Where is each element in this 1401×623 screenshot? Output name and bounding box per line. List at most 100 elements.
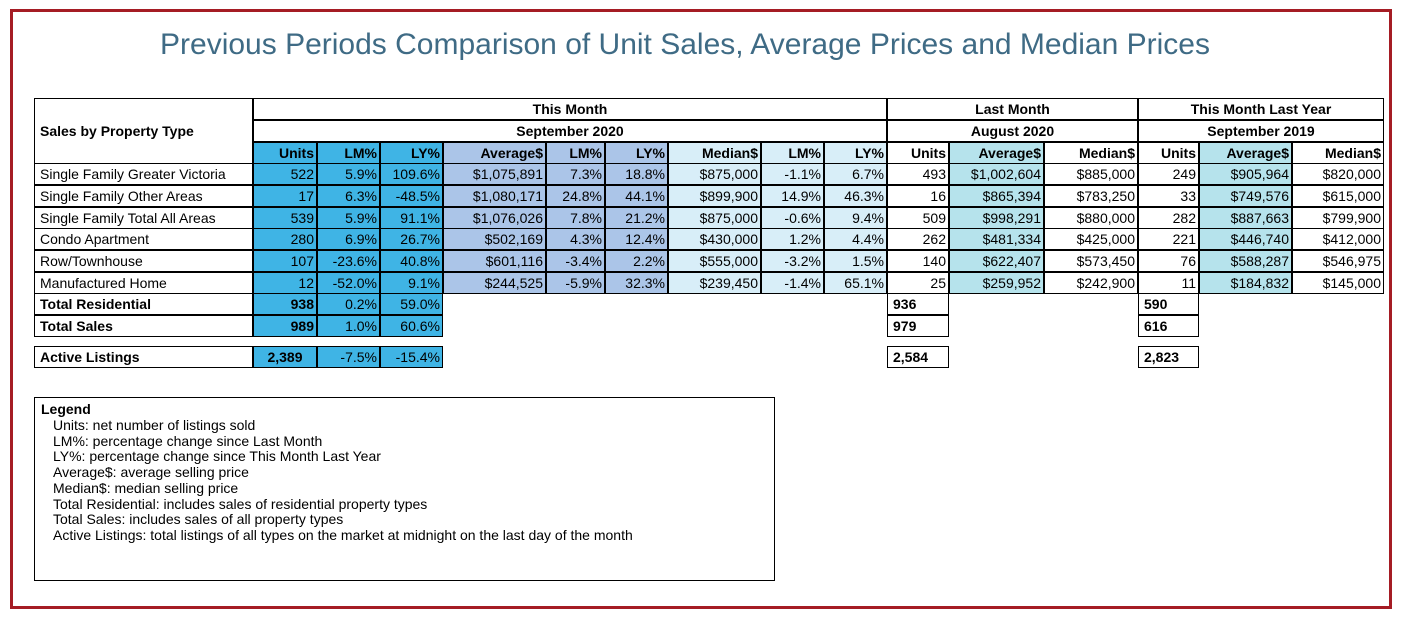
active-ly: -15.4% bbox=[380, 346, 443, 368]
table-cell: $430,000 bbox=[668, 228, 761, 250]
table-cell: -1.1% bbox=[761, 163, 824, 185]
legend-line: Units: net number of listings sold bbox=[53, 417, 256, 433]
this-month-header: This Month bbox=[253, 98, 887, 120]
table-cell: 26.7% bbox=[380, 228, 443, 250]
last-month-period: August 2020 bbox=[887, 120, 1138, 142]
total-ly: 60.6% bbox=[380, 315, 443, 337]
total-lm: 0.2% bbox=[317, 293, 380, 315]
column-header: Units bbox=[1138, 142, 1199, 164]
table-cell: 140 bbox=[887, 250, 949, 272]
row-label: Condo Apartment bbox=[34, 228, 253, 250]
table-cell: 21.2% bbox=[605, 207, 668, 229]
table-cell: $1,002,604 bbox=[949, 163, 1044, 185]
column-header: Average$ bbox=[443, 142, 546, 164]
legend-title: Legend bbox=[41, 401, 91, 417]
table-cell: $1,076,026 bbox=[443, 207, 546, 229]
table-cell: $244,525 bbox=[443, 272, 546, 294]
table-cell: -0.6% bbox=[761, 207, 824, 229]
column-header: Median$ bbox=[1292, 142, 1384, 164]
total-last-month-units: 936 bbox=[887, 293, 949, 315]
column-header: Median$ bbox=[668, 142, 761, 164]
table-cell: $899,900 bbox=[668, 185, 761, 207]
total-ly: 59.0% bbox=[380, 293, 443, 315]
row-label-header: Sales by Property Type bbox=[34, 98, 253, 164]
legend-box: Legend Units: net number of listings sol… bbox=[34, 397, 775, 581]
table-cell: 493 bbox=[887, 163, 949, 185]
column-header: LM% bbox=[546, 142, 605, 164]
table-cell: $875,000 bbox=[668, 207, 761, 229]
table-cell: $615,000 bbox=[1292, 185, 1384, 207]
table-cell: 6.9% bbox=[317, 228, 380, 250]
table-cell: 5.9% bbox=[317, 163, 380, 185]
table-cell: 91.1% bbox=[380, 207, 443, 229]
column-header: Average$ bbox=[949, 142, 1044, 164]
table-cell: 509 bbox=[887, 207, 949, 229]
table-cell: $820,000 bbox=[1292, 163, 1384, 185]
legend-line: Median$: median selling price bbox=[53, 479, 239, 496]
total-label: Total Residential bbox=[34, 293, 253, 315]
table-cell: $502,169 bbox=[443, 228, 546, 250]
last-year-header: This Month Last Year bbox=[1138, 98, 1384, 120]
total-label: Total Sales bbox=[34, 315, 253, 337]
legend-line: Total Residential: includes sales of res… bbox=[53, 495, 428, 512]
table-cell: -52.0% bbox=[317, 272, 380, 294]
column-header: Average$ bbox=[1199, 142, 1292, 164]
row-label: Single Family Greater Victoria bbox=[34, 163, 253, 185]
table-cell: 6.3% bbox=[317, 185, 380, 207]
table-cell: 16 bbox=[887, 185, 949, 207]
table-cell: $242,900 bbox=[1044, 272, 1138, 294]
column-header: Median$ bbox=[1044, 142, 1138, 164]
table-cell: 18.8% bbox=[605, 163, 668, 185]
table-cell: 32.3% bbox=[605, 272, 668, 294]
table-cell: 5.9% bbox=[317, 207, 380, 229]
table-cell: 282 bbox=[1138, 207, 1199, 229]
table-cell: $259,952 bbox=[949, 272, 1044, 294]
table-cell: $546,975 bbox=[1292, 250, 1384, 272]
report-frame bbox=[10, 9, 1392, 609]
total-last-year-units: 590 bbox=[1138, 293, 1199, 315]
table-cell: 109.6% bbox=[380, 163, 443, 185]
active-units: 2,389 bbox=[253, 346, 317, 368]
table-cell: $875,000 bbox=[668, 163, 761, 185]
table-cell: -1.4% bbox=[761, 272, 824, 294]
column-header: Units bbox=[887, 142, 949, 164]
legend-line: LM%: percentage change since Last Month bbox=[53, 432, 323, 449]
active-last-month-units: 2,584 bbox=[887, 346, 949, 368]
table-cell: 9.1% bbox=[380, 272, 443, 294]
table-cell: 4.3% bbox=[546, 228, 605, 250]
table-cell: 25 bbox=[887, 272, 949, 294]
legend-line: LY%: percentage change since This Month … bbox=[53, 448, 381, 465]
table-cell: -23.6% bbox=[317, 250, 380, 272]
total-lm: 1.0% bbox=[317, 315, 380, 337]
active-last-year-units: 2,823 bbox=[1138, 346, 1199, 368]
row-label: Row/Townhouse bbox=[34, 250, 253, 272]
last-month-header: Last Month bbox=[887, 98, 1138, 120]
table-cell: $425,000 bbox=[1044, 228, 1138, 250]
table-cell: 11 bbox=[1138, 272, 1199, 294]
table-cell: 7.3% bbox=[546, 163, 605, 185]
table-cell: 46.3% bbox=[824, 185, 887, 207]
table-cell: $1,075,891 bbox=[443, 163, 546, 185]
table-cell: $555,000 bbox=[668, 250, 761, 272]
table-cell: $1,080,171 bbox=[443, 185, 546, 207]
table-cell: $145,000 bbox=[1292, 272, 1384, 294]
table-cell: -48.5% bbox=[380, 185, 443, 207]
table-cell: 76 bbox=[1138, 250, 1199, 272]
column-header: Units bbox=[253, 142, 317, 164]
page-title: Previous Periods Comparison of Unit Sale… bbox=[160, 28, 1210, 61]
table-cell: 44.1% bbox=[605, 185, 668, 207]
table-cell: $749,576 bbox=[1199, 185, 1292, 207]
table-cell: $885,000 bbox=[1044, 163, 1138, 185]
total-last-month-units: 979 bbox=[887, 315, 949, 337]
table-cell: 14.9% bbox=[761, 185, 824, 207]
active-lm: -7.5% bbox=[317, 346, 380, 368]
table-cell: 522 bbox=[253, 163, 317, 185]
table-cell: $880,000 bbox=[1044, 207, 1138, 229]
table-cell: -5.9% bbox=[546, 272, 605, 294]
table-cell: $865,394 bbox=[949, 185, 1044, 207]
table-cell: $446,740 bbox=[1199, 228, 1292, 250]
table-cell: $887,663 bbox=[1199, 207, 1292, 229]
table-cell: 539 bbox=[253, 207, 317, 229]
table-cell: $412,000 bbox=[1292, 228, 1384, 250]
total-units: 989 bbox=[253, 315, 317, 337]
